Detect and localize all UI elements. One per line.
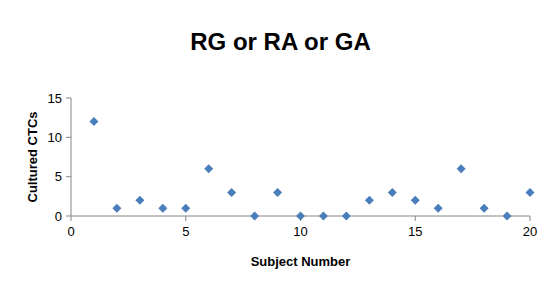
x-tick xyxy=(530,216,531,221)
point xyxy=(503,212,512,221)
point xyxy=(158,204,167,213)
point xyxy=(296,212,305,221)
x-tick-label: 20 xyxy=(523,224,537,239)
y-tick xyxy=(66,98,71,99)
point xyxy=(135,196,144,205)
y-axis-line xyxy=(71,98,72,216)
x-tick xyxy=(185,216,186,221)
point xyxy=(204,164,213,173)
point xyxy=(342,212,351,221)
point xyxy=(112,204,121,213)
y-tick-label: 0 xyxy=(55,209,62,224)
y-tick xyxy=(66,176,71,177)
y-tick-label: 15 xyxy=(48,91,62,106)
y-tick-label: 10 xyxy=(48,130,62,145)
y-tick-label: 5 xyxy=(55,169,62,184)
point xyxy=(89,117,98,126)
x-tick xyxy=(415,216,416,221)
point xyxy=(227,188,236,197)
chart-svg: RG or RA or GA 0 5 10 15 0 5 10 15 20 Subject Numb… xyxy=(0,0,553,289)
point xyxy=(181,204,190,213)
x-tick-label: 0 xyxy=(67,224,74,239)
x-tick-label: 5 xyxy=(182,224,189,239)
x-tick-label: 15 xyxy=(408,224,422,239)
point xyxy=(273,188,282,197)
chart-container: RG or RA or GA 0 5 10 15 0 5 10 15 20 Subject Numb… xyxy=(0,0,553,289)
x-axis-label: Subject Number xyxy=(251,254,351,269)
point xyxy=(457,164,466,173)
x-tick-label: 10 xyxy=(293,224,307,239)
point xyxy=(388,188,397,197)
points xyxy=(89,117,534,220)
point xyxy=(319,212,328,221)
x-tick xyxy=(71,216,72,221)
point xyxy=(250,212,259,221)
point xyxy=(411,196,420,205)
point xyxy=(480,204,489,213)
point xyxy=(526,188,535,197)
y-tick xyxy=(66,137,71,138)
y-tick xyxy=(66,216,71,217)
title: RG or RA or GA xyxy=(190,28,370,55)
y-axis-label: Cultured CTCs xyxy=(25,112,40,203)
point xyxy=(365,196,374,205)
point xyxy=(434,204,443,213)
